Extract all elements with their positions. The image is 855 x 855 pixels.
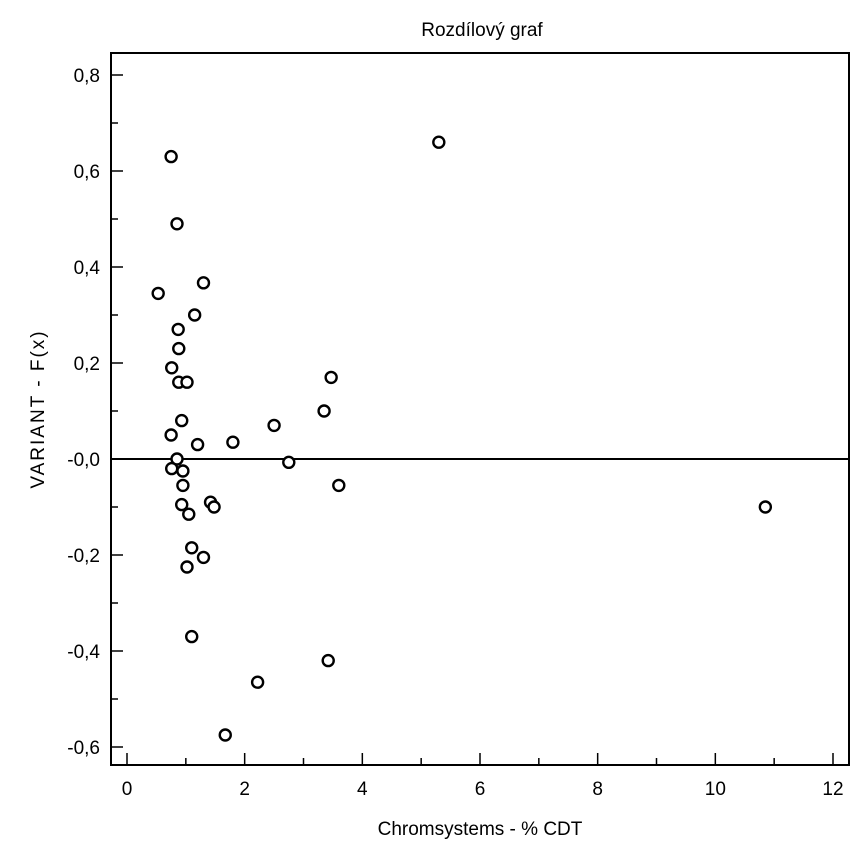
y-tick-label: 0,2 xyxy=(74,354,100,375)
y-tick-label: -0,6 xyxy=(67,738,100,759)
plot-frame xyxy=(110,52,850,766)
y-tick-label: -0,4 xyxy=(67,642,100,663)
y-tick-label: 0,8 xyxy=(74,66,100,87)
data-point xyxy=(332,478,346,493)
data-point xyxy=(182,507,196,521)
data-point xyxy=(324,370,338,385)
data-point xyxy=(317,404,331,418)
y-tick-label: -0,2 xyxy=(67,546,100,567)
x-tick-label: 12 xyxy=(822,779,843,800)
data-point xyxy=(185,541,199,555)
data-points xyxy=(151,135,773,742)
data-point xyxy=(190,437,205,452)
data-point xyxy=(196,276,211,290)
x-axis-label: Chromsystems - % CDT xyxy=(378,819,583,840)
data-point xyxy=(267,418,281,433)
chart-title: Rozdílový graf xyxy=(421,20,543,41)
y-axis-label: VARIANT - F(x) xyxy=(28,329,49,488)
data-point xyxy=(176,478,190,493)
x-axis: 0 2 4 6 8 10 12 xyxy=(122,753,844,800)
x-tick-label: 10 xyxy=(705,779,726,800)
data-point xyxy=(175,497,189,512)
data-point xyxy=(218,728,232,742)
data-point xyxy=(432,135,446,149)
x-tick-label: 6 xyxy=(475,779,486,800)
data-point xyxy=(282,455,296,470)
data-point xyxy=(176,464,190,478)
data-point xyxy=(164,428,178,442)
data-point xyxy=(321,653,335,668)
data-point xyxy=(207,500,221,514)
data-point xyxy=(165,461,179,476)
y-axis: 0,8 0,6 0,4 0,2 -0,0 -0,2 -0,4 -0,6 xyxy=(67,66,123,759)
data-point xyxy=(151,286,165,301)
y-tick-label: 0,6 xyxy=(74,162,100,183)
x-tick-label: 0 xyxy=(122,779,133,800)
data-point xyxy=(226,435,240,449)
data-point xyxy=(758,500,773,514)
data-point xyxy=(180,560,194,574)
y-tick-label: -0,0 xyxy=(67,450,100,471)
data-point xyxy=(185,629,199,644)
data-point xyxy=(250,675,265,689)
x-tick-label: 2 xyxy=(239,779,250,800)
y-tick-label: 0,4 xyxy=(74,258,101,279)
data-point xyxy=(187,308,202,322)
data-point xyxy=(165,361,179,375)
x-tick-label: 4 xyxy=(357,779,368,800)
x-tick-label: 8 xyxy=(592,779,603,800)
data-point xyxy=(172,341,186,356)
data-point xyxy=(170,217,184,231)
data-point xyxy=(180,375,194,389)
data-point xyxy=(196,550,211,565)
data-point xyxy=(175,413,189,428)
data-point xyxy=(171,322,185,337)
data-point xyxy=(164,149,178,164)
